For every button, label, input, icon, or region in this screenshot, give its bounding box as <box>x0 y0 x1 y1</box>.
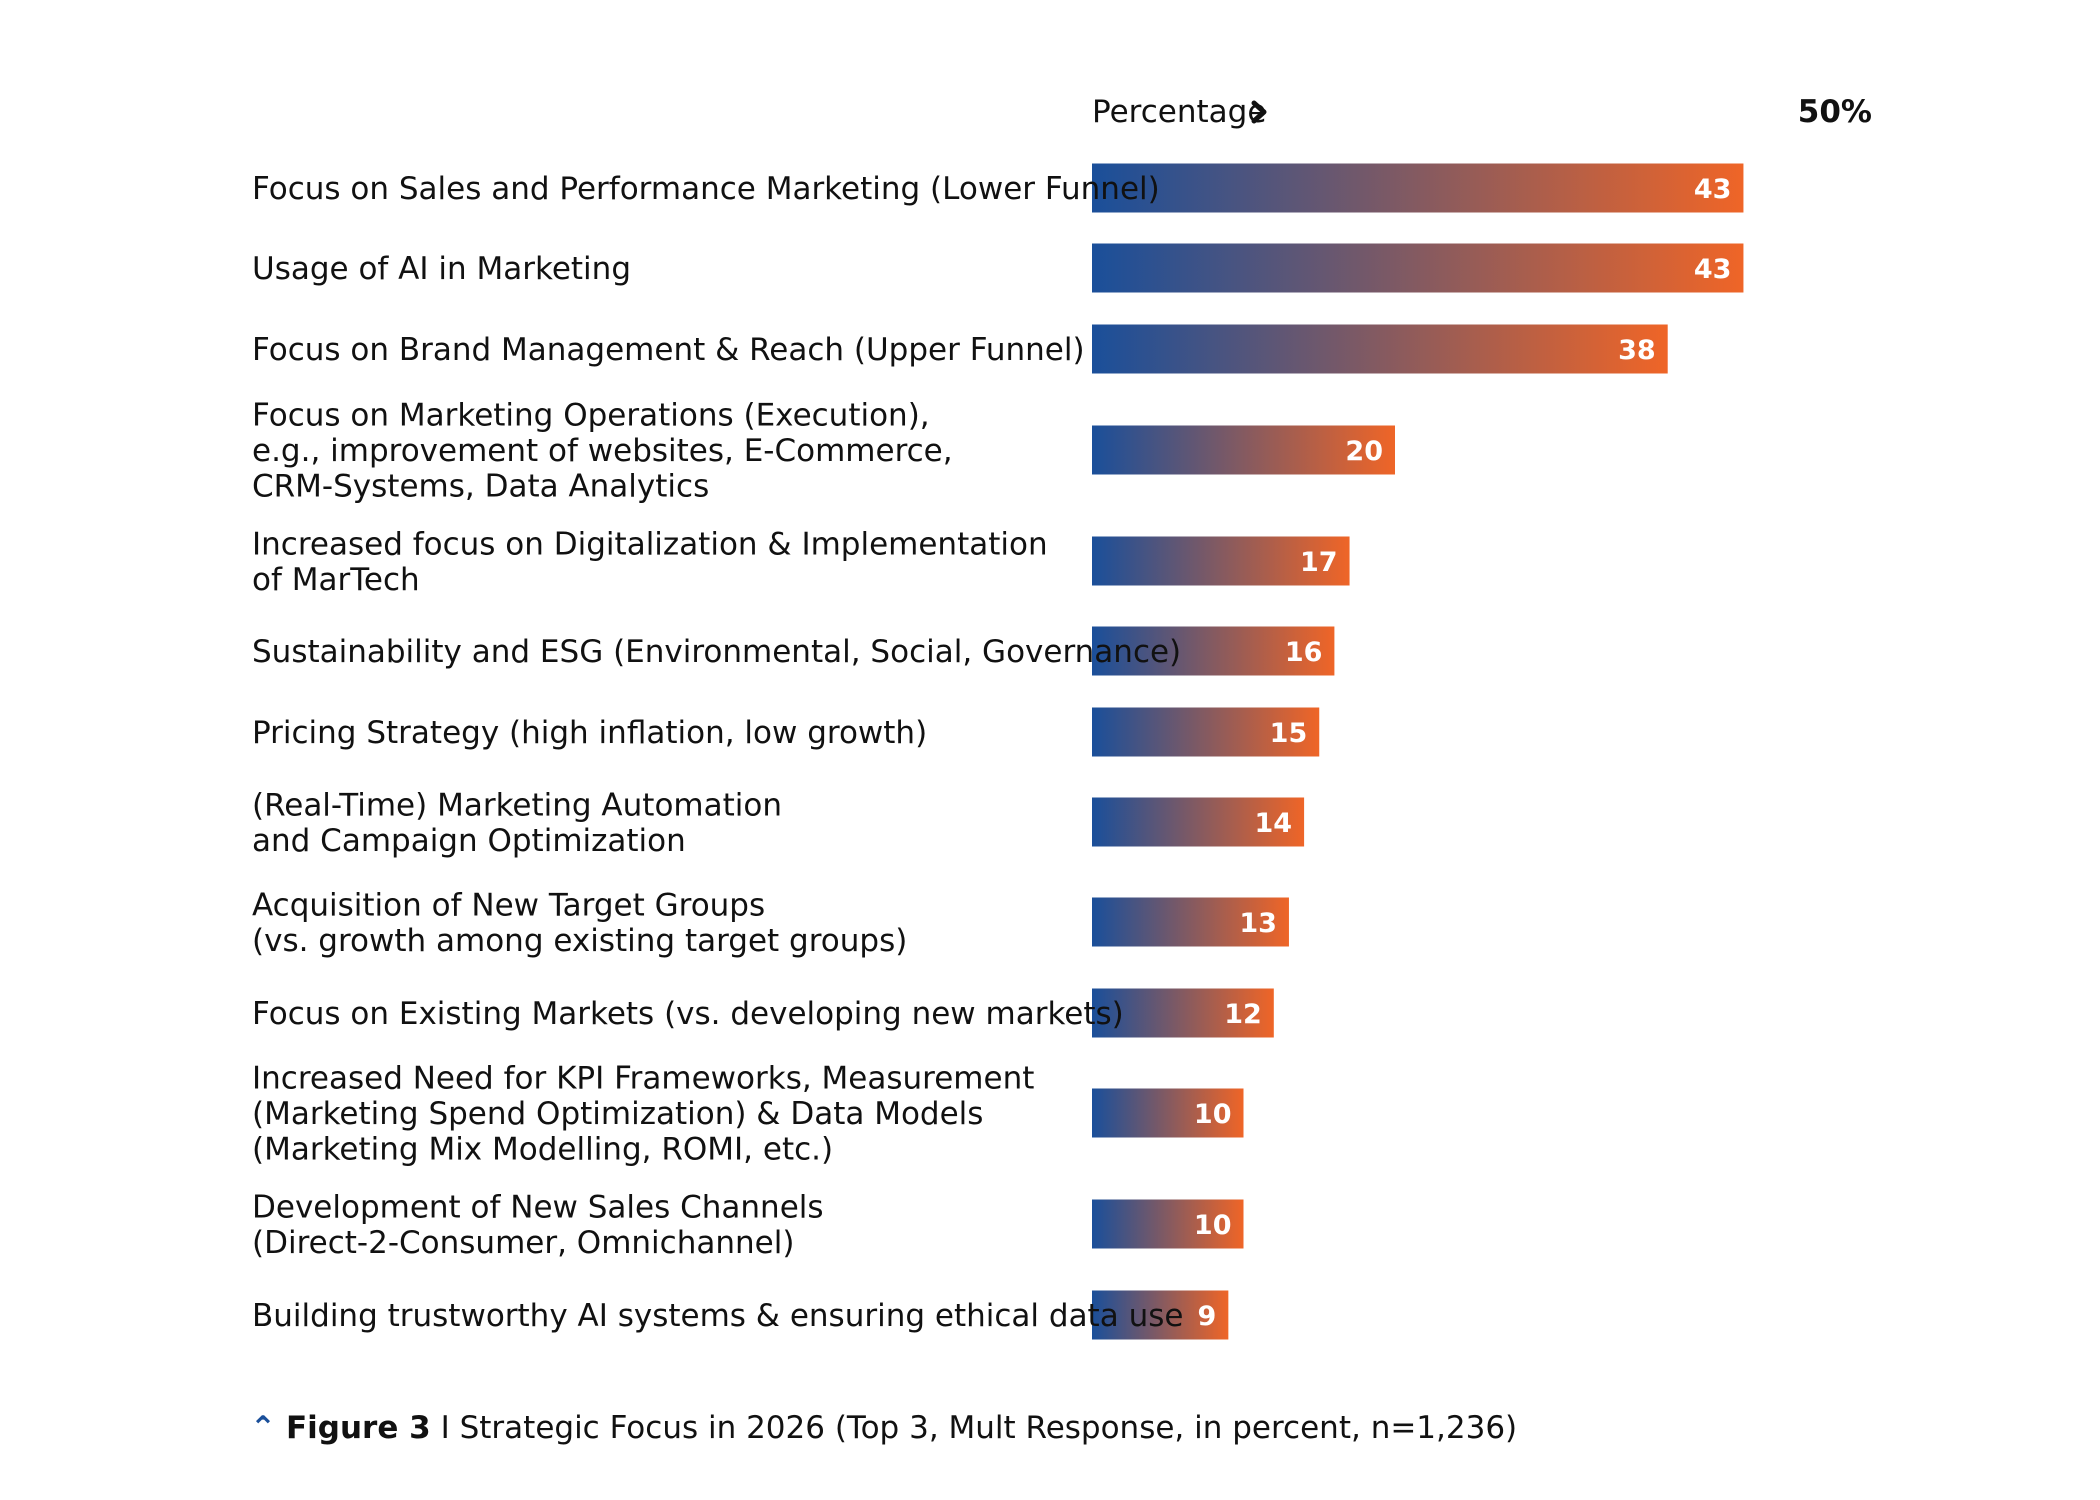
bar-5 <box>1092 536 1350 586</box>
value-label-10: 12 <box>1224 999 1262 1030</box>
value-label-13: 9 <box>1198 1301 1217 1332</box>
value-label-6: 16 <box>1285 637 1323 668</box>
bar-12 <box>1092 1199 1244 1249</box>
category-label-8-line-2: and Campaign Optimization <box>252 823 686 859</box>
value-label-5: 17 <box>1300 547 1338 578</box>
category-label-4-line-2: e.g., improvement of websites, E-Commerc… <box>252 433 953 469</box>
value-label-12: 10 <box>1194 1210 1232 1241</box>
category-label-12-line-2: (Direct-2-Consumer, Omnichannel) <box>252 1225 794 1261</box>
value-label-9: 13 <box>1239 908 1277 939</box>
category-label-6: Sustainability and ESG (Environmental, S… <box>252 634 1181 670</box>
category-label-11-line-3: (Marketing Mix Modelling, ROMI, etc.) <box>252 1132 833 1168</box>
bar-3 <box>1092 324 1668 374</box>
category-label-11-line-2: (Marketing Spend Optimization) & Data Mo… <box>252 1096 983 1132</box>
bar-1 <box>1092 163 1744 213</box>
chevron-right-icon <box>1251 100 1267 124</box>
bar-2 <box>1092 243 1744 293</box>
caption-text: Strategic Focus in 2026 (Top 3, Mult Res… <box>459 1410 1518 1446</box>
bar-8 <box>1092 797 1305 847</box>
bar-13 <box>1092 1290 1229 1340</box>
bars-group: 43 Focus on Sales and Performance Marketi… <box>252 163 1744 1340</box>
category-label-4-line-1: Focus on Marketing Operations (Execution… <box>252 398 930 434</box>
category-label-9-line-1: Acquisition of New Target Groups <box>252 887 765 923</box>
axis-max-label: 50% <box>1798 94 1872 130</box>
caption-separator: I <box>430 1410 460 1446</box>
category-label-11-line-1: Increased Need for KPI Frameworks, Measu… <box>252 1061 1034 1097</box>
axis-title: Percentage <box>1092 94 1266 130</box>
value-label-7: 15 <box>1270 718 1308 749</box>
category-label-7: Pricing Strategy (high inflation, low gr… <box>252 715 927 751</box>
bar-10 <box>1092 988 1274 1038</box>
figure-label: Figure 3 <box>285 1410 431 1446</box>
bar-9 <box>1092 897 1289 947</box>
category-label-8-line-1: (Real-Time) Marketing Automation <box>252 787 782 823</box>
bar-11 <box>1092 1088 1244 1138</box>
category-label-5-line-1: Increased focus on Digitalization & Impl… <box>252 526 1048 562</box>
value-label-11: 10 <box>1194 1099 1232 1130</box>
category-label-10: Focus on Existing Markets (vs. developin… <box>252 996 1124 1032</box>
category-label-9-line-2: (vs. growth among existing target groups… <box>252 923 907 959</box>
bar-7 <box>1092 707 1320 757</box>
category-label-3: Focus on Brand Management & Reach (Upper… <box>252 332 1085 368</box>
value-label-3: 38 <box>1618 335 1656 366</box>
value-label-8: 14 <box>1255 808 1293 839</box>
value-label-1: 43 <box>1694 174 1732 205</box>
category-label-4-line-3: CRM-Systems, Data Analytics <box>252 469 709 505</box>
category-label-13: Building trustworthy AI systems & ensuri… <box>252 1298 1183 1334</box>
category-label-1: Focus on Sales and Performance Marketing… <box>252 171 1160 207</box>
bar-4 <box>1092 425 1395 475</box>
chevron-up-icon: ⌃ <box>250 1410 276 1446</box>
bar-6 <box>1092 626 1335 676</box>
figure-caption: ⌃ Figure 3 I Strategic Focus in 2026 (Top… <box>250 1410 1950 1446</box>
value-label-4: 20 <box>1345 436 1383 467</box>
category-label-2: Usage of AI in Marketing <box>252 251 631 287</box>
value-label-2: 43 <box>1694 254 1732 285</box>
category-label-12-line-1: Development of New Sales Channels <box>252 1189 824 1225</box>
category-label-5-line-2: of MarTech <box>252 562 420 598</box>
